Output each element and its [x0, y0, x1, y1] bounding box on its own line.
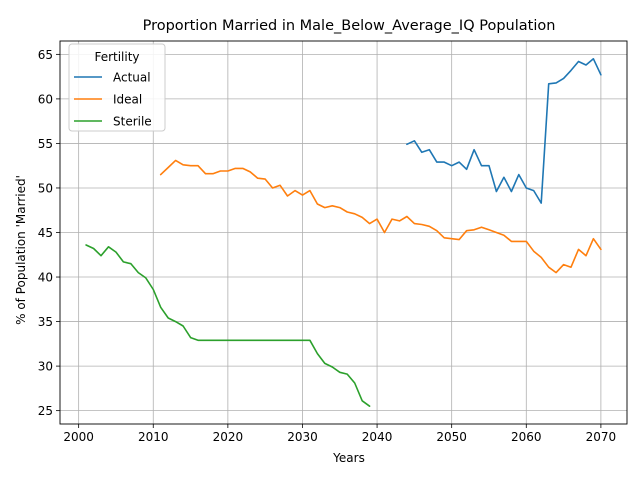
x-tick-label: 2040	[362, 430, 393, 444]
x-tick-label: 2020	[213, 430, 244, 444]
y-tick-label: 60	[38, 92, 53, 106]
series-lines	[85, 57, 602, 408]
y-tick-label: 40	[38, 271, 53, 285]
series-line-actual	[406, 57, 602, 204]
legend-label-sterile: Sterile	[113, 115, 152, 129]
x-tick-label: 2010	[138, 430, 169, 444]
chart-title: Proportion Married in Male_Below_Average…	[143, 18, 556, 34]
x-tick-label: 2030	[287, 430, 318, 444]
x-tick-label: 2050	[436, 430, 467, 444]
axis-ticks: 2000 2010 2020 2030 2040 2050 2060 2070 25 30 35 40…	[38, 48, 616, 444]
x-tick-label: 2060	[511, 430, 542, 444]
series-line-sterile	[85, 244, 371, 408]
y-tick-label: 35	[38, 315, 53, 329]
legend-label-ideal: Ideal	[113, 93, 142, 107]
x-axis-label: Years	[332, 451, 365, 465]
legend-box	[68, 43, 166, 132]
y-tick-label: 65	[38, 48, 53, 62]
legend: Fertility Actual Ideal Sterile	[68, 43, 166, 132]
y-axis-label: % of Population 'Married'	[14, 175, 28, 325]
y-tick-label: 30	[38, 360, 53, 374]
y-tick-label: 55	[38, 137, 53, 151]
x-tick-label: 2070	[586, 430, 617, 444]
series-line-ideal	[159, 159, 602, 274]
y-tick-label: 50	[38, 181, 53, 195]
y-tick-label: 25	[38, 404, 53, 418]
legend-title: Fertility	[94, 50, 139, 64]
legend-label-actual: Actual	[113, 71, 151, 85]
y-tick-label: 45	[38, 226, 53, 240]
grid	[60, 41, 627, 424]
x-tick-label: 2000	[63, 430, 94, 444]
